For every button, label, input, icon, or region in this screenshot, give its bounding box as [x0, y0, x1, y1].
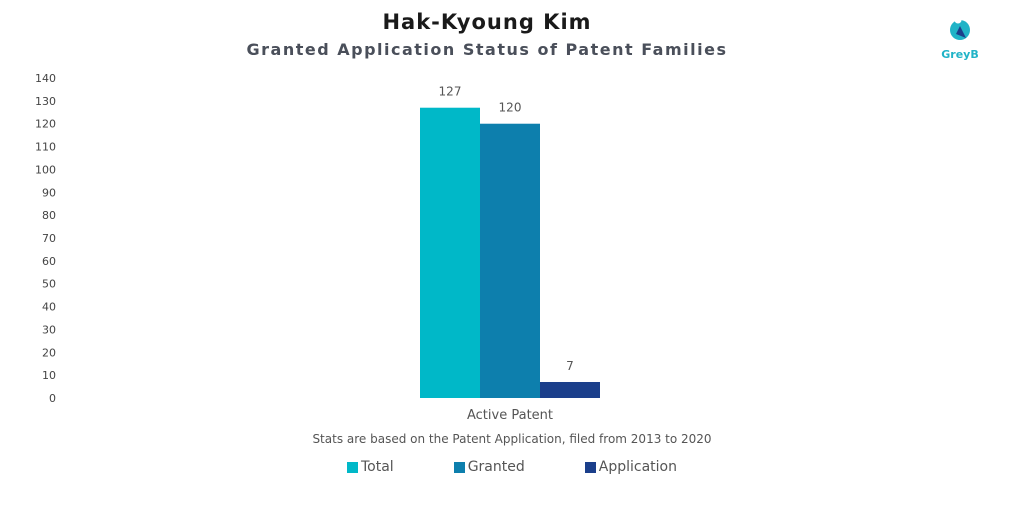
x-axis: Active Patent [467, 408, 553, 423]
data-label-application: 7 [566, 359, 574, 373]
y-tick-label: 110 [35, 141, 56, 154]
chart-subtitle: Granted Application Status of Patent Fam… [246, 40, 728, 59]
legend-label: Granted [467, 459, 525, 475]
y-tick-label: 140 [35, 72, 56, 85]
y-tick-label: 60 [42, 255, 56, 268]
legend-item-granted[interactable]: Granted [453, 459, 525, 475]
legend-label: Total [361, 459, 394, 475]
chart-title: Hak-Kyoung Kim [382, 10, 592, 34]
y-tick-label: 130 [35, 95, 56, 108]
legend-swatch [453, 461, 465, 473]
data-label-granted: 120 [499, 101, 522, 115]
legend-swatch [347, 461, 358, 473]
logo-text: GreyB [941, 48, 979, 61]
y-tick-label: 20 [42, 346, 56, 359]
greyb-logo-icon [950, 16, 970, 40]
y-tick-label: 40 [42, 301, 56, 314]
data-label-total: 127 [439, 85, 462, 99]
data-labels: 127 120 7 [439, 85, 574, 373]
y-tick-label: 30 [42, 323, 56, 336]
greyb-logo: GreyB [938, 12, 982, 68]
y-tick-label: 0 [49, 392, 56, 405]
y-tick-label: 50 [42, 278, 56, 291]
bar-granted [480, 123, 540, 398]
legend-item-total[interactable]: Total [347, 459, 394, 475]
y-axis: 0 10 20 30 40 50 60 70 80 90 100 110 120 130 140 [35, 72, 56, 405]
y-tick-label: 100 [35, 163, 56, 176]
legend-label: Application [598, 459, 677, 475]
legend-swatch [584, 461, 596, 473]
y-tick-label: 80 [42, 209, 56, 222]
y-tick-label: 120 [35, 118, 56, 131]
legend: Total Granted Application [0, 459, 1024, 475]
y-tick-label: 90 [42, 186, 56, 199]
legend-item-application[interactable]: Application [584, 459, 677, 475]
bar-application [540, 382, 600, 398]
category-label: Active Patent [467, 408, 553, 423]
bars [420, 107, 600, 398]
footnote: Stats are based on the Patent Applicatio… [312, 432, 712, 446]
bar-total [420, 107, 480, 398]
y-tick-label: 70 [42, 232, 56, 245]
y-tick-label: 10 [42, 369, 56, 382]
